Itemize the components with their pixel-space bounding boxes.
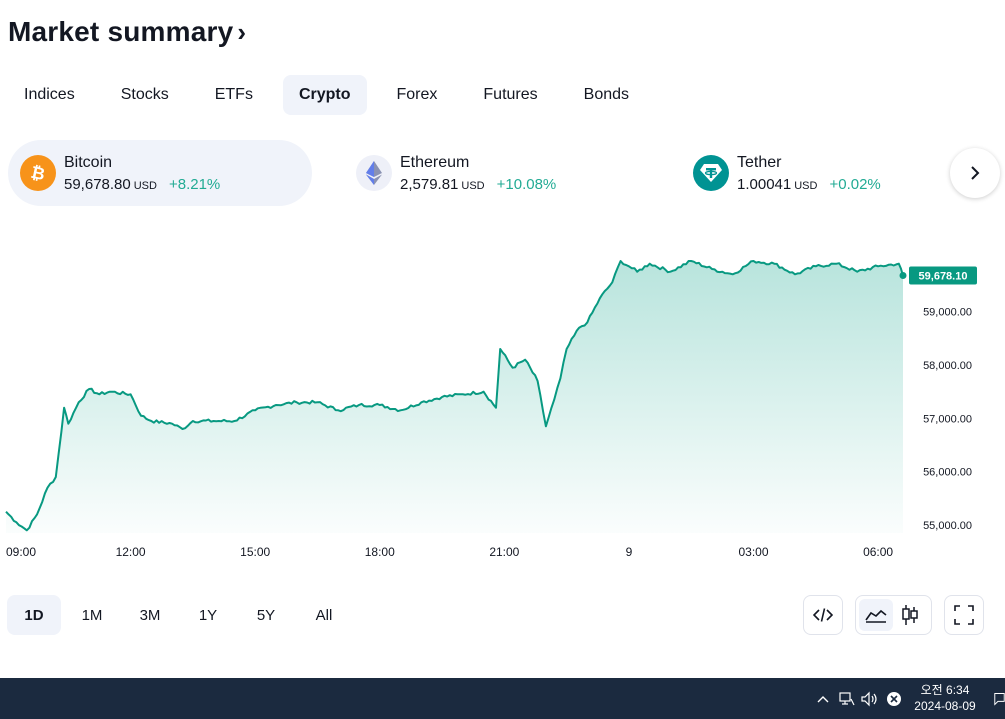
x-tick-label: 18:00 bbox=[365, 545, 395, 559]
last-price-badge bbox=[909, 266, 977, 285]
tab-etfs[interactable]: ETFs bbox=[214, 86, 253, 103]
candlestick-icon bbox=[902, 605, 918, 625]
x-axis: 09:00 12:00 15:00 18:00 21:00 9 03:00 06:00 bbox=[6, 545, 893, 559]
tab-futures[interactable]: Futures bbox=[483, 86, 538, 103]
x-tick-label: 06:00 bbox=[863, 545, 893, 559]
chevron-right-icon bbox=[971, 166, 980, 180]
candlestick-chart-button[interactable] bbox=[893, 599, 927, 631]
embed-button[interactable] bbox=[803, 595, 843, 635]
price-area-fill bbox=[6, 261, 903, 533]
close-circle-icon[interactable] bbox=[885, 690, 903, 708]
asset-currency: USD bbox=[794, 179, 818, 192]
asset-currency: USD bbox=[461, 179, 485, 192]
y-tick-label: 57,000.00 bbox=[923, 413, 972, 425]
x-tick-label: 09:00 bbox=[6, 545, 36, 559]
x-tick-label: 21:00 bbox=[489, 545, 519, 559]
chart-area-group bbox=[5, 260, 904, 533]
asset-currency: USD bbox=[133, 179, 157, 192]
windows-taskbar: 오전 6:34 2024-08-09 bbox=[0, 678, 1005, 719]
asset-card-bitcoin[interactable]: ₿ Bitcoin 59,678.80 USD +8.21% bbox=[8, 140, 312, 206]
y-tick-label: 59,000.00 bbox=[923, 307, 972, 319]
market-summary-title[interactable]: Market summary › bbox=[8, 16, 246, 48]
carousel-next-button[interactable] bbox=[950, 148, 1000, 198]
asset-card-tether[interactable]: Tether 1.00041 USD +0.02% bbox=[681, 140, 941, 206]
asset-name: Bitcoin bbox=[64, 153, 113, 171]
network-icon[interactable] bbox=[838, 690, 856, 708]
price-line bbox=[5, 260, 904, 532]
fullscreen-button[interactable] bbox=[944, 595, 984, 635]
range-1m[interactable]: 1M bbox=[81, 606, 103, 624]
asset-change: +10.08% bbox=[496, 175, 557, 193]
asset-change: +0.02% bbox=[829, 175, 881, 193]
asset-price: 59,678.80 bbox=[64, 175, 131, 193]
chevron-up-icon[interactable] bbox=[816, 690, 830, 708]
y-tick-label: 55,000.00 bbox=[923, 520, 972, 532]
area-chart-button[interactable] bbox=[859, 599, 893, 631]
tab-stocks[interactable]: Stocks bbox=[120, 86, 169, 103]
system-clock[interactable]: 오전 6:34 2024-08-09 bbox=[905, 682, 985, 714]
tab-forex[interactable]: Forex bbox=[396, 86, 438, 103]
x-tick-label: 15:00 bbox=[240, 545, 270, 559]
code-icon bbox=[813, 608, 833, 622]
asset-price: 2,579.81 bbox=[400, 175, 459, 193]
tether-icon bbox=[693, 155, 729, 191]
range-3m[interactable]: 3M bbox=[139, 606, 161, 624]
notification-icon[interactable] bbox=[994, 690, 1005, 708]
fullscreen-icon bbox=[954, 605, 974, 625]
x-tick-label: 9 bbox=[626, 545, 633, 559]
range-1y[interactable]: 1Y bbox=[198, 606, 218, 624]
y-axis: 59,000.00 58,000.00 57,000.00 56,000.00 55,0… bbox=[923, 307, 972, 532]
y-tick-label: 58,000.00 bbox=[923, 360, 972, 372]
price-chart[interactable]: 59,000.00 58,000.00 57,000.00 56,000.00 55,0… bbox=[0, 225, 1005, 570]
category-tabs: Indices Stocks ETFs Crypto Forex Futures… bbox=[8, 75, 659, 115]
x-tick-label: 03:00 bbox=[738, 545, 768, 559]
asset-card-ethereum[interactable]: Ethereum 2,579.81 USD +10.08% bbox=[344, 140, 644, 206]
last-price-dot bbox=[899, 272, 907, 280]
range-1d[interactable]: 1D bbox=[7, 595, 61, 635]
asset-carousel: ₿ Bitcoin 59,678.80 USD +8.21% bbox=[8, 140, 1005, 206]
last-price-marker: 59,678.10 bbox=[899, 266, 977, 285]
ethereum-icon bbox=[356, 155, 392, 191]
svg-text:₿: ₿ bbox=[29, 163, 47, 184]
tab-crypto[interactable]: Crypto bbox=[282, 75, 367, 115]
last-price-label: 59,678.10 bbox=[919, 271, 968, 283]
clock-time: 오전 6:34 bbox=[920, 683, 970, 697]
area-chart-icon bbox=[865, 609, 887, 623]
volume-icon[interactable] bbox=[861, 690, 879, 708]
asset-name: Ethereum bbox=[400, 153, 470, 171]
page-title: Market summary bbox=[8, 16, 234, 47]
asset-change: +8.21% bbox=[168, 175, 221, 193]
x-tick-label: 12:00 bbox=[116, 545, 146, 559]
chart-type-toggle bbox=[855, 595, 932, 635]
time-range-selector: 1D 1M 3M 1Y 5Y All bbox=[7, 595, 355, 635]
range-all[interactable]: All bbox=[315, 606, 333, 624]
asset-price: 1.00041 bbox=[737, 175, 792, 193]
bitcoin-icon: ₿ bbox=[20, 155, 56, 191]
asset-name: Tether bbox=[737, 153, 782, 171]
tab-bonds[interactable]: Bonds bbox=[583, 86, 630, 103]
range-5y[interactable]: 5Y bbox=[256, 606, 276, 624]
chevron-right-icon: › bbox=[237, 16, 247, 47]
clock-date: 2024-08-09 bbox=[914, 699, 976, 713]
tab-indices[interactable]: Indices bbox=[24, 86, 75, 103]
y-tick-label: 56,000.00 bbox=[923, 467, 972, 479]
